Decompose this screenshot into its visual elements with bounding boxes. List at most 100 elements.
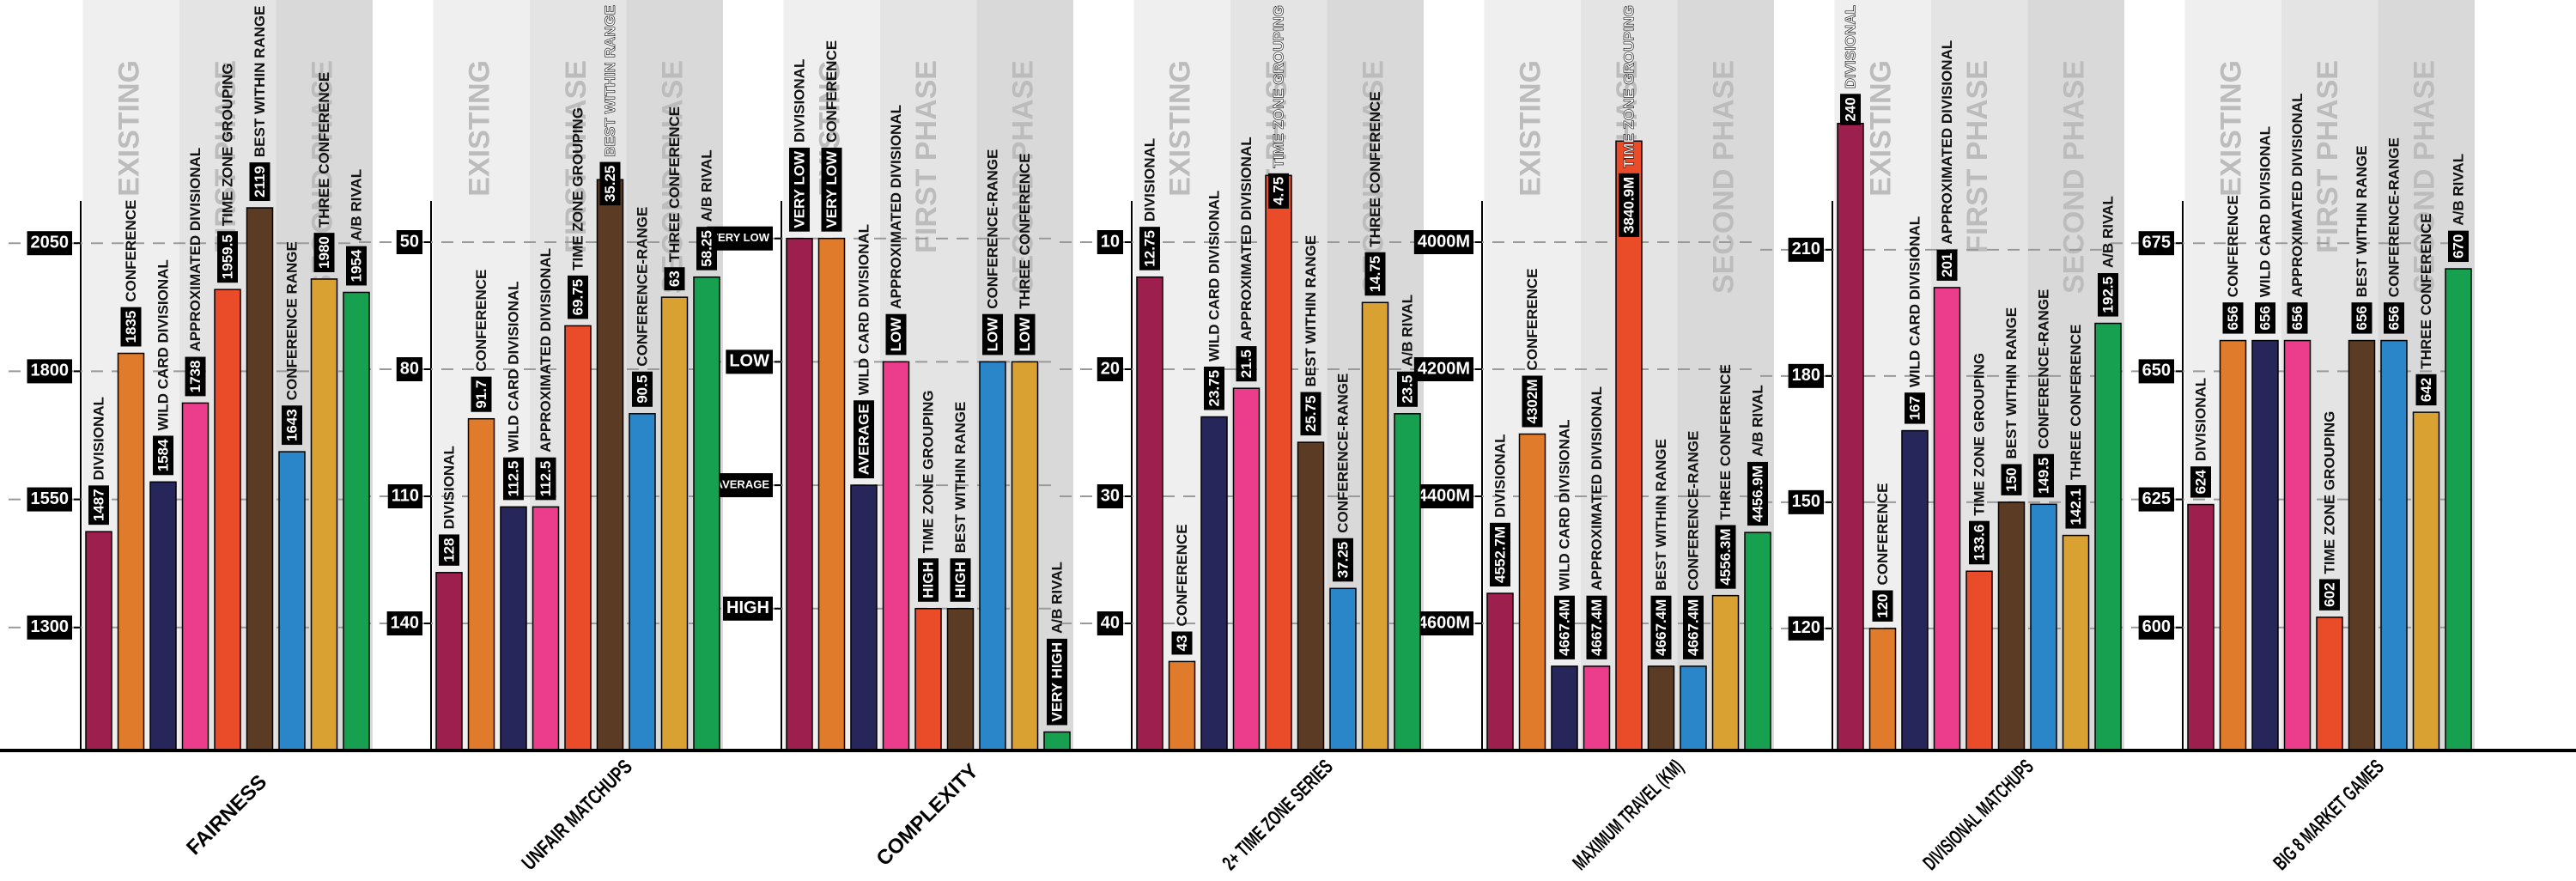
bar-label: 112.5 APPROXIMATED DIVISIONAL bbox=[535, 248, 556, 501]
value-label: 91.7 bbox=[473, 380, 489, 409]
bar bbox=[85, 531, 112, 751]
tick-label-box bbox=[1788, 363, 1824, 388]
value-label-box bbox=[854, 400, 874, 479]
y-tick-label: 1800 bbox=[31, 362, 70, 380]
value-label: 201 bbox=[1939, 253, 1955, 277]
value-label: 120 bbox=[1874, 594, 1891, 618]
tick-label-box bbox=[723, 596, 773, 621]
bar-name: CONFERENCE bbox=[473, 270, 489, 372]
tick-label-box bbox=[711, 473, 773, 498]
bar-name: WILD CARD DIVISIONAL bbox=[1556, 419, 1572, 590]
bar bbox=[1232, 387, 1261, 751]
value-label-box bbox=[1840, 94, 1861, 125]
value-label: 128 bbox=[440, 538, 457, 562]
value-label: LOW bbox=[984, 317, 1000, 352]
value-label: 150 bbox=[2003, 467, 2020, 491]
value-label-box bbox=[1333, 538, 1353, 582]
value-label: 240 bbox=[1842, 97, 1858, 121]
phase-label: EXISTING bbox=[2215, 60, 2248, 197]
bar-label: 1584 WILD CARD DIVISIONAL bbox=[153, 259, 173, 476]
value-label-box bbox=[1490, 522, 1510, 586]
bar bbox=[2316, 617, 2343, 751]
bar-label: 602 TIME ZONE GROUPING bbox=[2319, 411, 2340, 611]
value-label-box bbox=[2384, 302, 2404, 334]
bar-name: TIME ZONE GROUPING bbox=[1270, 5, 1286, 168]
y-tick-label: 4400M bbox=[1418, 486, 1470, 505]
value-label: 167 bbox=[1906, 396, 1923, 420]
value-label-box bbox=[2033, 453, 2054, 498]
value-label-box bbox=[185, 356, 206, 397]
bar bbox=[500, 506, 527, 751]
bars-layer bbox=[85, 123, 2472, 751]
value-label: 43 bbox=[1174, 635, 1190, 651]
bar-label: 4667.4M WILD CARD DIVISIONAL bbox=[1554, 419, 1575, 659]
y-tick-label: 1300 bbox=[31, 617, 70, 636]
bar-name: BEST WITHIN RANGE bbox=[952, 402, 969, 554]
bar-name: APPROXIMATED DIVISIONAL bbox=[1589, 386, 1605, 591]
bar-label: 4552.7M DIVISIONAL bbox=[1490, 434, 1510, 586]
bar bbox=[467, 417, 495, 751]
value-label-box bbox=[918, 558, 939, 602]
tick-label-box bbox=[2138, 359, 2174, 384]
value-label: 4556.3M bbox=[1717, 528, 1734, 585]
bar-label: 149.5 CONFERENCE-RANGE bbox=[2033, 289, 2054, 498]
y-tick-label: 210 bbox=[1792, 240, 1820, 258]
bar-name: THREE CONFERENCE bbox=[316, 72, 332, 228]
bar-label: 3840.9M TIME ZONE GROUPING bbox=[1619, 5, 1639, 238]
tick-label-box bbox=[1413, 484, 1473, 508]
bar bbox=[2283, 339, 2312, 751]
bar bbox=[532, 506, 560, 751]
bar-name: BEST WITHIN RANGE bbox=[1653, 439, 1669, 591]
value-label-box bbox=[2415, 374, 2437, 406]
value-label-box bbox=[950, 558, 971, 602]
value-label: 112.5 bbox=[505, 461, 521, 497]
bar-name: DIVISIONAL bbox=[2192, 378, 2208, 461]
value-label: 4667.4M bbox=[1556, 599, 1572, 656]
y-tick-label: 650 bbox=[2142, 362, 2171, 380]
tick-label-box bbox=[1788, 237, 1824, 262]
bar-label: 167 WILD CARD DIVISIONAL bbox=[1905, 216, 1925, 424]
y-tick-label: VERY LOW bbox=[710, 231, 769, 244]
bar-name: BEST WITHIN RANGE bbox=[602, 5, 618, 157]
bar-label: 1738 APPROXIMATED DIVISIONAL bbox=[185, 148, 206, 397]
bar bbox=[817, 237, 846, 751]
bar bbox=[1486, 592, 1514, 751]
value-label-box bbox=[249, 162, 270, 202]
bar-label: 69.75 TIME ZONE GROUPING bbox=[568, 107, 588, 319]
bar bbox=[914, 608, 942, 751]
bar-name: TIME ZONE GROUPING bbox=[569, 107, 586, 270]
y-tick-label: 4600M bbox=[1418, 613, 1470, 632]
bar bbox=[1901, 429, 1929, 751]
value-label-box bbox=[2448, 230, 2469, 263]
tick-label-box bbox=[1413, 611, 1473, 635]
bar bbox=[850, 484, 878, 751]
bar bbox=[2445, 268, 2472, 751]
bar-label: 90.5 CONFERENCE-RANGE bbox=[632, 207, 653, 407]
bar-label: 656 WILD CARD DIVISIONAL bbox=[2255, 126, 2275, 334]
bar-name: THREE CONFERENCE bbox=[2068, 325, 2084, 480]
tick-label-box bbox=[1097, 484, 1123, 508]
bar-label: 91.7 CONFERENCE bbox=[471, 270, 492, 412]
tick-label-box bbox=[396, 357, 422, 381]
bar-name: APPROXIMATED DIVISIONAL bbox=[538, 248, 554, 453]
bar-label: 4667.4M CONFERENCE-RANGE bbox=[1683, 431, 1704, 659]
bar-name: BEST WITHIN RANGE bbox=[2354, 146, 2370, 298]
bar-label: 670 A/B RIVAL bbox=[2448, 154, 2469, 263]
bar-label: 624 DIVISIONAL bbox=[2190, 378, 2211, 498]
value-label-box bbox=[632, 371, 653, 407]
tick-label-box bbox=[27, 487, 72, 512]
bar-name: CONFERENCE bbox=[1874, 483, 1891, 585]
bar-name: WILD CARD DIVISIONAL bbox=[1206, 191, 1222, 362]
bar-label: 150 BEST WITHIN RANGE bbox=[2001, 307, 2022, 495]
y-tick-label: 625 bbox=[2142, 489, 2171, 508]
bar-name: CONFERENCE bbox=[823, 40, 840, 143]
bar-name: DIVISIONAL bbox=[1842, 5, 1858, 88]
value-label-box bbox=[1014, 313, 1036, 355]
bar bbox=[2219, 339, 2247, 751]
bar-label: 642 THREE CONFERENCE bbox=[2415, 213, 2437, 406]
bar-label: 112.5 WILD CARD DIVISIONAL bbox=[503, 281, 524, 501]
bar bbox=[629, 413, 656, 751]
value-label: HIGH bbox=[952, 562, 969, 598]
value-label: VERY LOW bbox=[791, 150, 807, 228]
